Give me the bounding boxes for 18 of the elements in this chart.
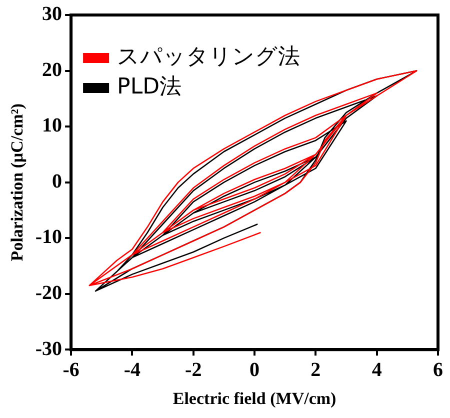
y-tick-label: -30 [35,338,62,360]
y-tick-label: 10 [42,114,62,137]
x-tick-label: 2 [310,358,321,381]
y-tick-label: 20 [42,58,62,81]
y-tick-label: 0 [52,170,62,192]
x-tick-label: -2 [185,358,202,381]
x-tick-label: 0 [250,358,260,381]
y-tick-label: -10 [35,226,62,248]
x-tick-label: 4 [372,358,382,381]
y-tick-label: -20 [35,282,62,304]
legend-label: PLD法 [117,74,182,100]
x-tick-label: -4 [124,358,141,381]
x-tick-label: -6 [62,358,80,381]
y-tick-label: 30 [42,3,62,26]
legend-label: スパッタリング法 [117,44,300,70]
x-axis-title: Electric field (MV/cm) [172,389,336,408]
y-axis-title: Polarization (μC/cm²) [8,103,27,262]
x-tick-label: 6 [433,358,443,381]
